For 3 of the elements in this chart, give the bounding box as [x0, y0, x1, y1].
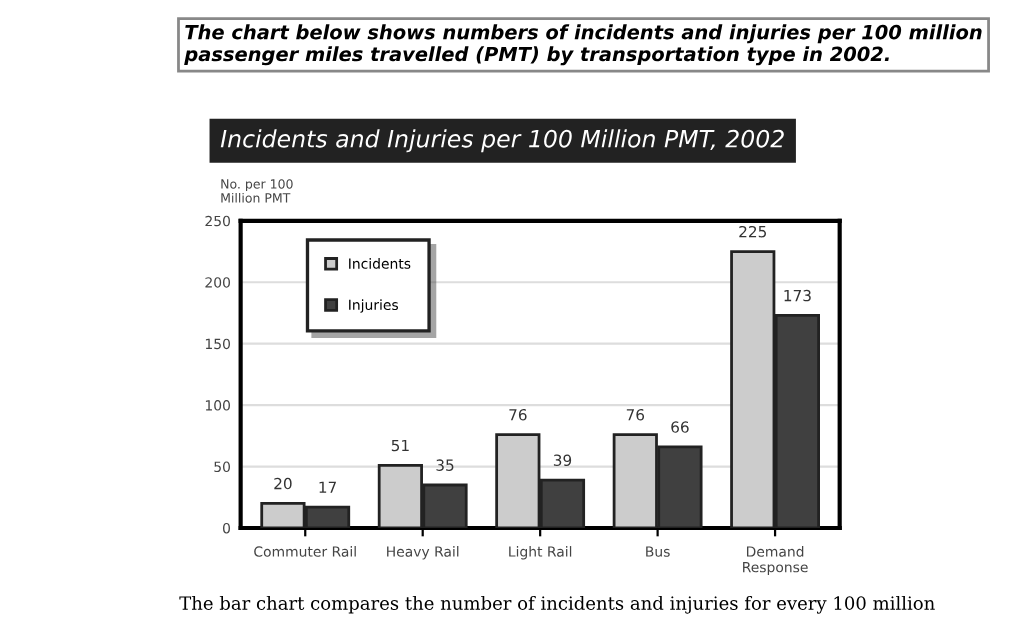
text: The chart below shows numbers of incidents and injuries per 100 million passenger miles travelled (PMT) by transportation type in 2002.	[184, 24, 982, 66]
text: The bar chart compares the number of incidents and injuries for every 100 million	[179, 595, 935, 614]
chart-title: Incidents and Injuries per 100 Million PMT, 2002	[220, 129, 784, 153]
